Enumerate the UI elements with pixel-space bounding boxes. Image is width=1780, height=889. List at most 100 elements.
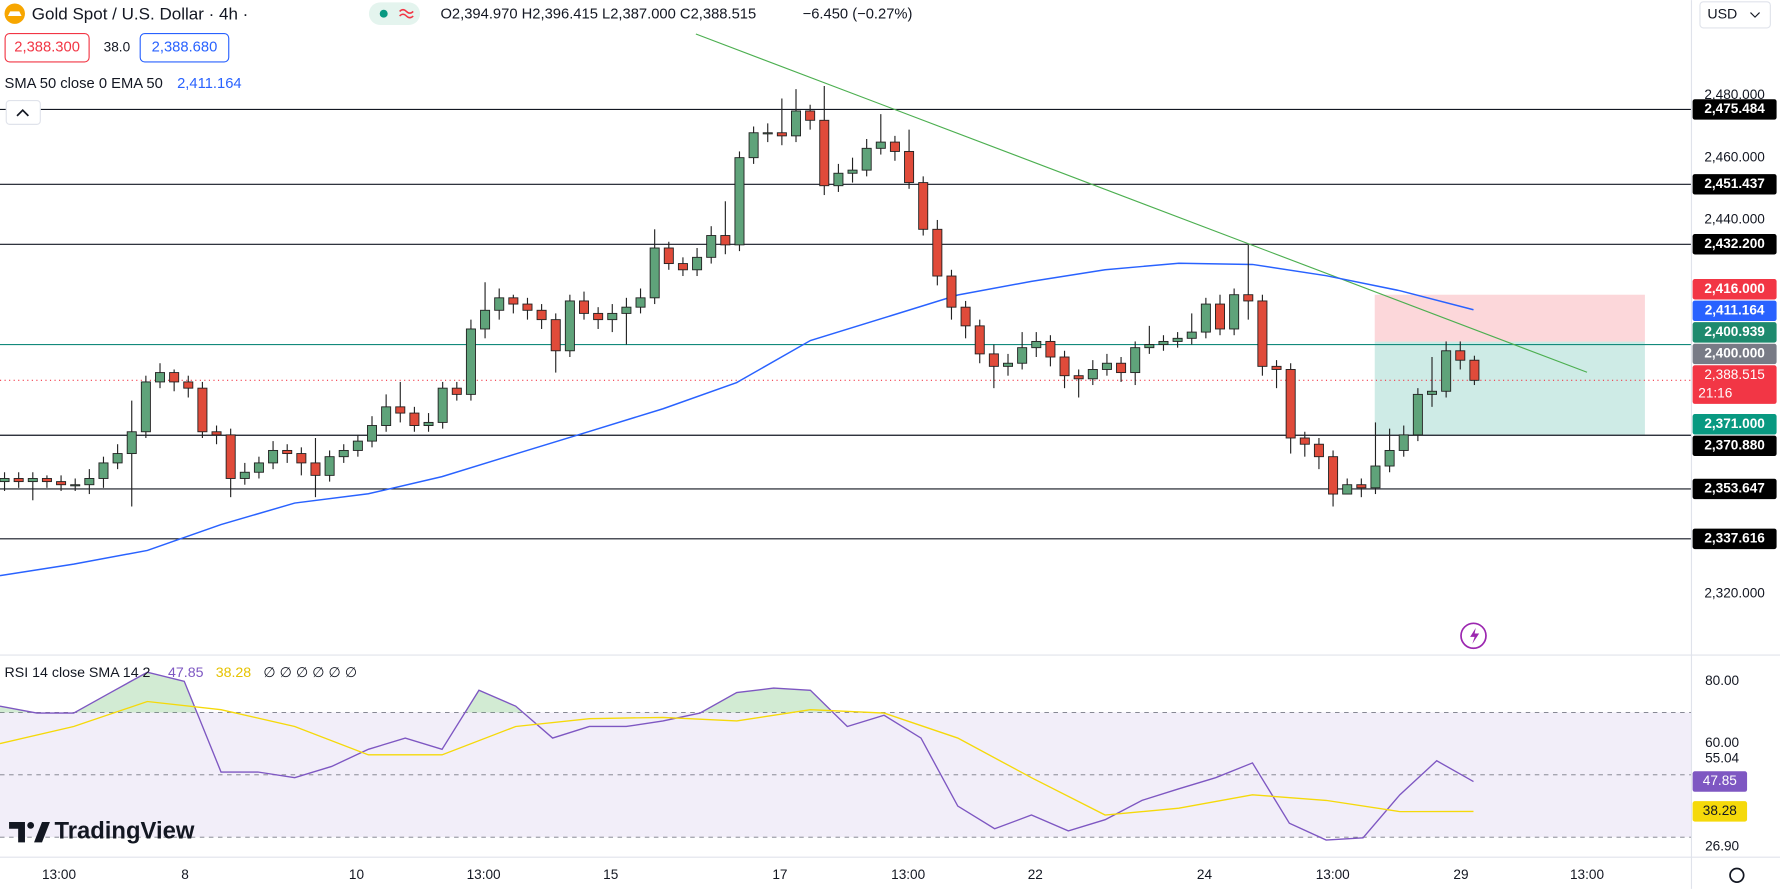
candle-body — [1172, 337, 1183, 342]
x-tick-label: 10 — [349, 867, 365, 882]
rsi-value-label: 38.28 — [1703, 803, 1737, 818]
indicator-name[interactable]: SMA 50 close 0 EMA 50 — [5, 76, 163, 92]
symbol-title[interactable]: Gold Spot / U.S. Dollar · 4h · — [32, 4, 249, 23]
candle-body — [946, 275, 957, 308]
candle-body — [960, 306, 971, 327]
candle-body — [140, 381, 151, 433]
rsi-legend-value: 38.28 — [216, 665, 252, 681]
candle-body — [225, 434, 236, 479]
candle-body — [268, 449, 279, 464]
candle-body — [169, 372, 180, 383]
sell-button[interactable] — [4, 32, 90, 63]
candle-body — [988, 353, 999, 367]
candle-body — [56, 481, 67, 486]
candle-body — [748, 132, 759, 159]
price-label: 2,411.164 — [1705, 302, 1765, 317]
settings-icon[interactable] — [1729, 867, 1745, 883]
candle-body — [423, 421, 434, 426]
rsi-tick-label: 60.00 — [1705, 735, 1739, 750]
rsi-value-label: 47.85 — [1703, 773, 1737, 788]
candle-body — [282, 449, 293, 455]
candle-body — [84, 478, 95, 486]
buy-price: 2,388.680 — [152, 40, 218, 56]
candle-body — [1271, 365, 1282, 370]
x-tick-label: 22 — [1028, 867, 1043, 882]
candle-body — [338, 449, 349, 458]
price-label-box — [1692, 279, 1777, 300]
indicator-value: 2,411.164 — [177, 76, 242, 92]
candle-body — [904, 150, 915, 184]
candle-body — [508, 297, 519, 305]
collapse-button[interactable] — [5, 99, 41, 125]
candle-body — [833, 172, 844, 187]
y-tick-label: 2,440.000 — [1704, 212, 1765, 227]
candle-body — [607, 312, 618, 321]
logo-mark — [9, 821, 25, 843]
sell-price: 2,388.300 — [14, 40, 80, 56]
candle-body — [720, 235, 731, 246]
logo-mark-dot — [27, 821, 35, 829]
price-label: 2,416.000 — [1704, 281, 1765, 296]
x-tick-label: 13:00 — [1570, 867, 1604, 882]
x-tick-label: 8 — [181, 867, 189, 882]
candle-body — [70, 484, 81, 487]
logo-text: TradingView — [54, 817, 194, 844]
candle-body — [1356, 484, 1367, 489]
candle-body — [536, 309, 547, 321]
ema-line — [0, 262, 1474, 577]
buy-button[interactable] — [139, 32, 230, 63]
candle-body — [1398, 434, 1409, 451]
currency-select[interactable] — [1699, 1, 1771, 29]
currency: USD — [1707, 7, 1737, 23]
x-tick-label: 24 — [1197, 867, 1213, 882]
rsi-pane — [0, 671, 1692, 841]
candle-body — [465, 328, 476, 395]
candle-body — [593, 312, 604, 321]
x-tick-label: 15 — [603, 867, 618, 882]
price-label: 2,337.616 — [1704, 530, 1765, 545]
rsi-value-box — [1692, 771, 1748, 792]
price-pane — [0, 33, 1692, 577]
candle-body — [805, 110, 816, 121]
candle-body — [974, 325, 985, 355]
price-label-box — [1692, 414, 1777, 435]
candle-body — [1186, 331, 1197, 339]
candle-body — [395, 406, 406, 414]
candle-body — [1342, 484, 1353, 495]
rsi-marker-label: 55.04 — [1705, 751, 1739, 766]
candle-body — [1031, 340, 1042, 349]
candle-body — [1116, 362, 1127, 374]
candle-body — [13, 478, 24, 483]
candle-body — [1285, 369, 1296, 439]
candle-body — [776, 132, 787, 137]
candle-body — [889, 141, 900, 152]
x-tick-label: 13:00 — [42, 867, 76, 882]
rsi-title: RSI 14 close SMA 14 2 — [5, 665, 151, 681]
event-icon-glyph — [1470, 627, 1480, 644]
price-label-box — [1692, 343, 1777, 365]
candle-body — [861, 147, 872, 171]
candle-body — [1101, 362, 1112, 370]
currency-caret — [1750, 12, 1760, 18]
candle-body — [1200, 303, 1211, 333]
candle-body — [677, 263, 688, 271]
candle-body — [1427, 390, 1437, 395]
candle-body — [579, 300, 590, 314]
candle-body — [183, 381, 194, 389]
candle-body — [367, 425, 378, 442]
x-tick-label: 17 — [772, 867, 787, 882]
candle-body — [0, 478, 10, 483]
candle-body — [381, 406, 392, 426]
x-tick-label: 29 — [1453, 867, 1468, 882]
market-status[interactable] — [368, 2, 421, 26]
price-label: 2,400.939 — [1704, 324, 1765, 339]
candle-body — [494, 297, 505, 311]
rsi-series-line — [0, 700, 1474, 816]
candle-body — [1003, 362, 1013, 367]
candle-body — [1313, 443, 1324, 458]
ohlc: O2,394.970 H2,396.415 L2,387.000 C2,388.… — [440, 7, 756, 23]
candle-body — [918, 182, 929, 230]
candle-body — [550, 319, 561, 352]
price-label-box — [1692, 99, 1777, 120]
